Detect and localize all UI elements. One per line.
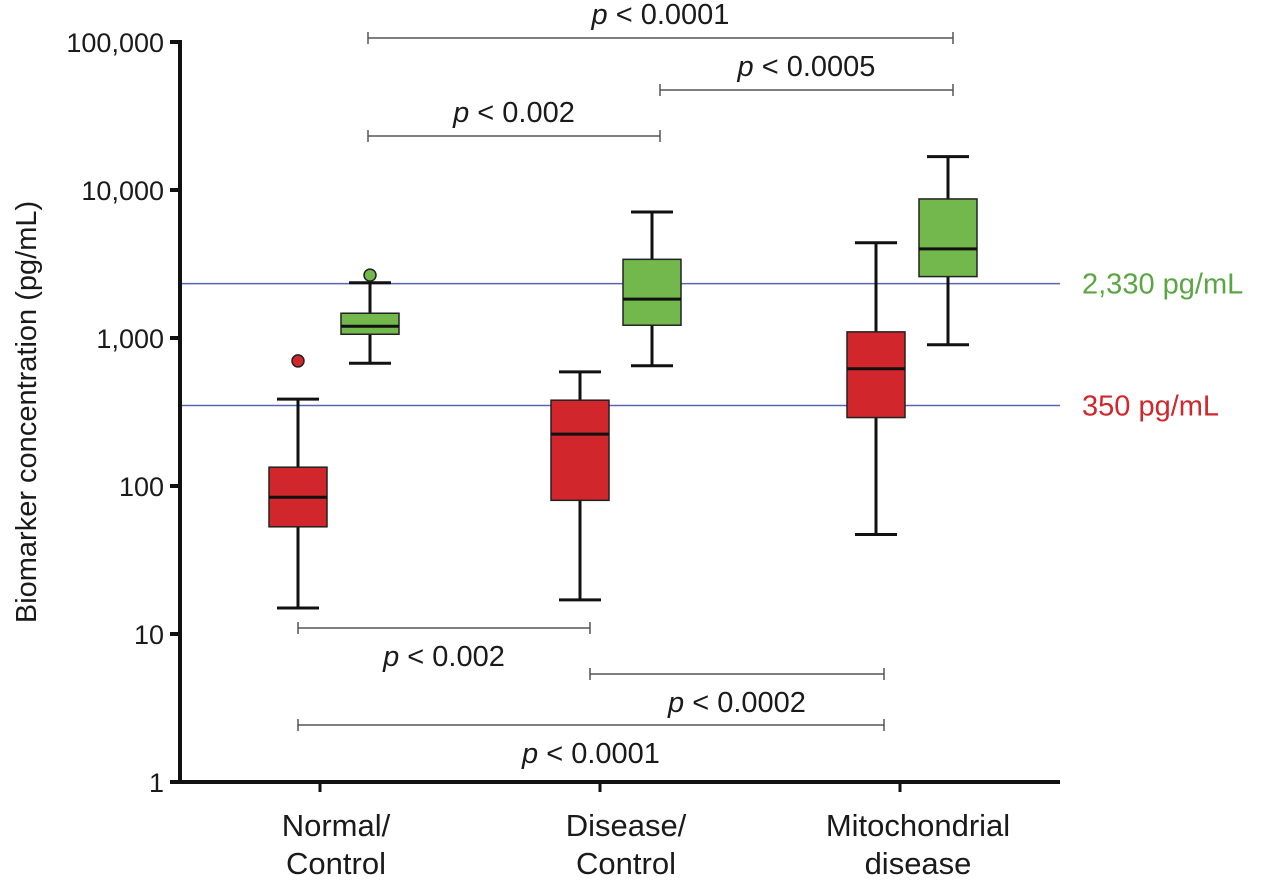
x-category-label: Mitochondrial — [826, 808, 1010, 843]
y-axis-title: Biomarker concentration (pg/mL) — [11, 201, 43, 623]
green-box — [340, 312, 400, 336]
x-category-label: disease — [865, 846, 972, 880]
green-box — [622, 258, 682, 326]
green-box — [918, 198, 978, 278]
green-significance-bracket-label: p < 0.002 — [452, 97, 575, 129]
x-axis: Normal/ControlDisease/ControlMitochondri… — [178, 780, 1060, 880]
red-box-group — [846, 241, 906, 537]
green-box-group — [918, 155, 978, 347]
x-category-label: Control — [286, 846, 386, 880]
x-category-label: Normal/ — [282, 808, 391, 843]
green-box-group — [622, 210, 682, 368]
y-tick-label: 1,000 — [96, 324, 164, 354]
red-box — [846, 331, 906, 419]
red-box — [550, 399, 610, 502]
boxes — [268, 155, 978, 610]
reference-line-label: 350 pg/mL — [1082, 390, 1219, 422]
green-significance-bracket-label: p < 0.0001 — [591, 0, 730, 31]
x-category-label: Disease/ — [566, 808, 687, 843]
x-category-label: Control — [576, 846, 676, 880]
green-significance-bracket-label: p < 0.0005 — [737, 51, 876, 83]
red-significance-bracket-label: p < 0.0002 — [667, 687, 806, 719]
y-axis: 1 10 100 1,000 10,000 100,000 — [66, 28, 182, 798]
reference-lines: 2,330 pg/mL 350 pg/mL — [178, 269, 1243, 422]
y-tick-label: 10 — [134, 620, 164, 650]
outlier-point — [291, 354, 305, 368]
red-box-group — [268, 354, 328, 610]
green-box-group — [340, 268, 400, 365]
y-tick-label: 1 — [149, 768, 164, 798]
y-tick-label: 10,000 — [81, 176, 164, 206]
reference-line-label: 2,330 pg/mL — [1082, 269, 1243, 301]
red-significance-bracket-label: p < 0.002 — [382, 641, 505, 673]
red-box-group — [550, 370, 610, 602]
outlier-point — [363, 268, 377, 282]
red-significance-bracket-label: p < 0.0001 — [521, 738, 660, 770]
y-tick-label: 100 — [119, 472, 164, 502]
y-tick-label: 100,000 — [66, 28, 164, 58]
